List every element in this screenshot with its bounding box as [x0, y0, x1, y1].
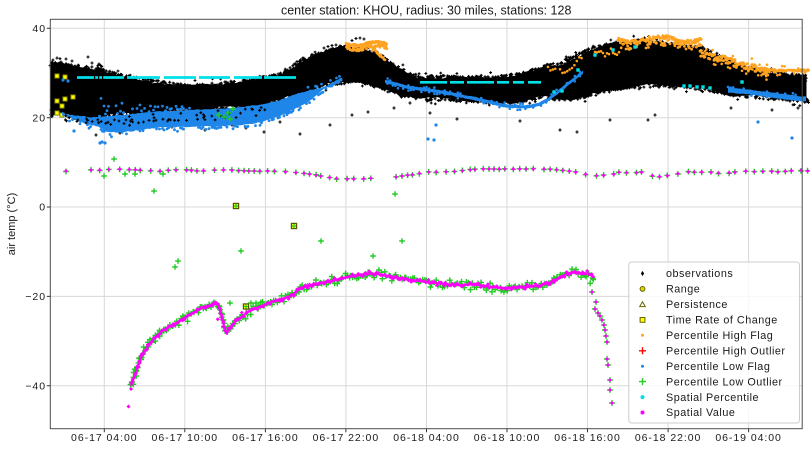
svg-text:−20: −20 — [25, 291, 46, 303]
svg-text:Spatial Percentile: Spatial Percentile — [666, 392, 759, 404]
svg-text:Percentile High Flag: Percentile High Flag — [666, 330, 773, 342]
svg-text:Spatial Value: Spatial Value — [666, 407, 735, 419]
svg-text:Range: Range — [666, 284, 700, 296]
svg-text:06-18 10:00: 06-18 10:00 — [474, 432, 541, 444]
svg-text:06-18 04:00: 06-18 04:00 — [393, 432, 460, 444]
svg-text:Time Rate of Change: Time Rate of Change — [666, 315, 778, 327]
svg-text:Percentile High Outlier: Percentile High Outlier — [666, 345, 786, 357]
svg-text:06-17 16:00: 06-17 16:00 — [232, 432, 299, 444]
svg-text:0: 0 — [39, 202, 46, 214]
svg-text:Persistence: Persistence — [666, 299, 728, 311]
svg-text:center station: KHOU, radius:: center station: KHOU, radius: 30 miles, … — [281, 4, 571, 18]
svg-text:06-18 16:00: 06-18 16:00 — [554, 432, 621, 444]
svg-text:06-17 04:00: 06-17 04:00 — [71, 432, 138, 444]
svg-text:observations: observations — [666, 268, 733, 280]
svg-text:06-17 22:00: 06-17 22:00 — [313, 432, 380, 444]
svg-text:06-17 10:00: 06-17 10:00 — [152, 432, 219, 444]
svg-text:06-18 22:00: 06-18 22:00 — [635, 432, 702, 444]
svg-text:air temp (°C): air temp (°C) — [6, 193, 18, 255]
svg-text:40: 40 — [32, 23, 46, 35]
svg-text:20: 20 — [32, 112, 46, 124]
svg-text:−40: −40 — [25, 380, 46, 392]
svg-text:06-19 04:00: 06-19 04:00 — [715, 432, 782, 444]
svg-text:Percentile Low Flag: Percentile Low Flag — [666, 361, 770, 373]
svg-text:Percentile Low Outlier: Percentile Low Outlier — [666, 376, 783, 388]
